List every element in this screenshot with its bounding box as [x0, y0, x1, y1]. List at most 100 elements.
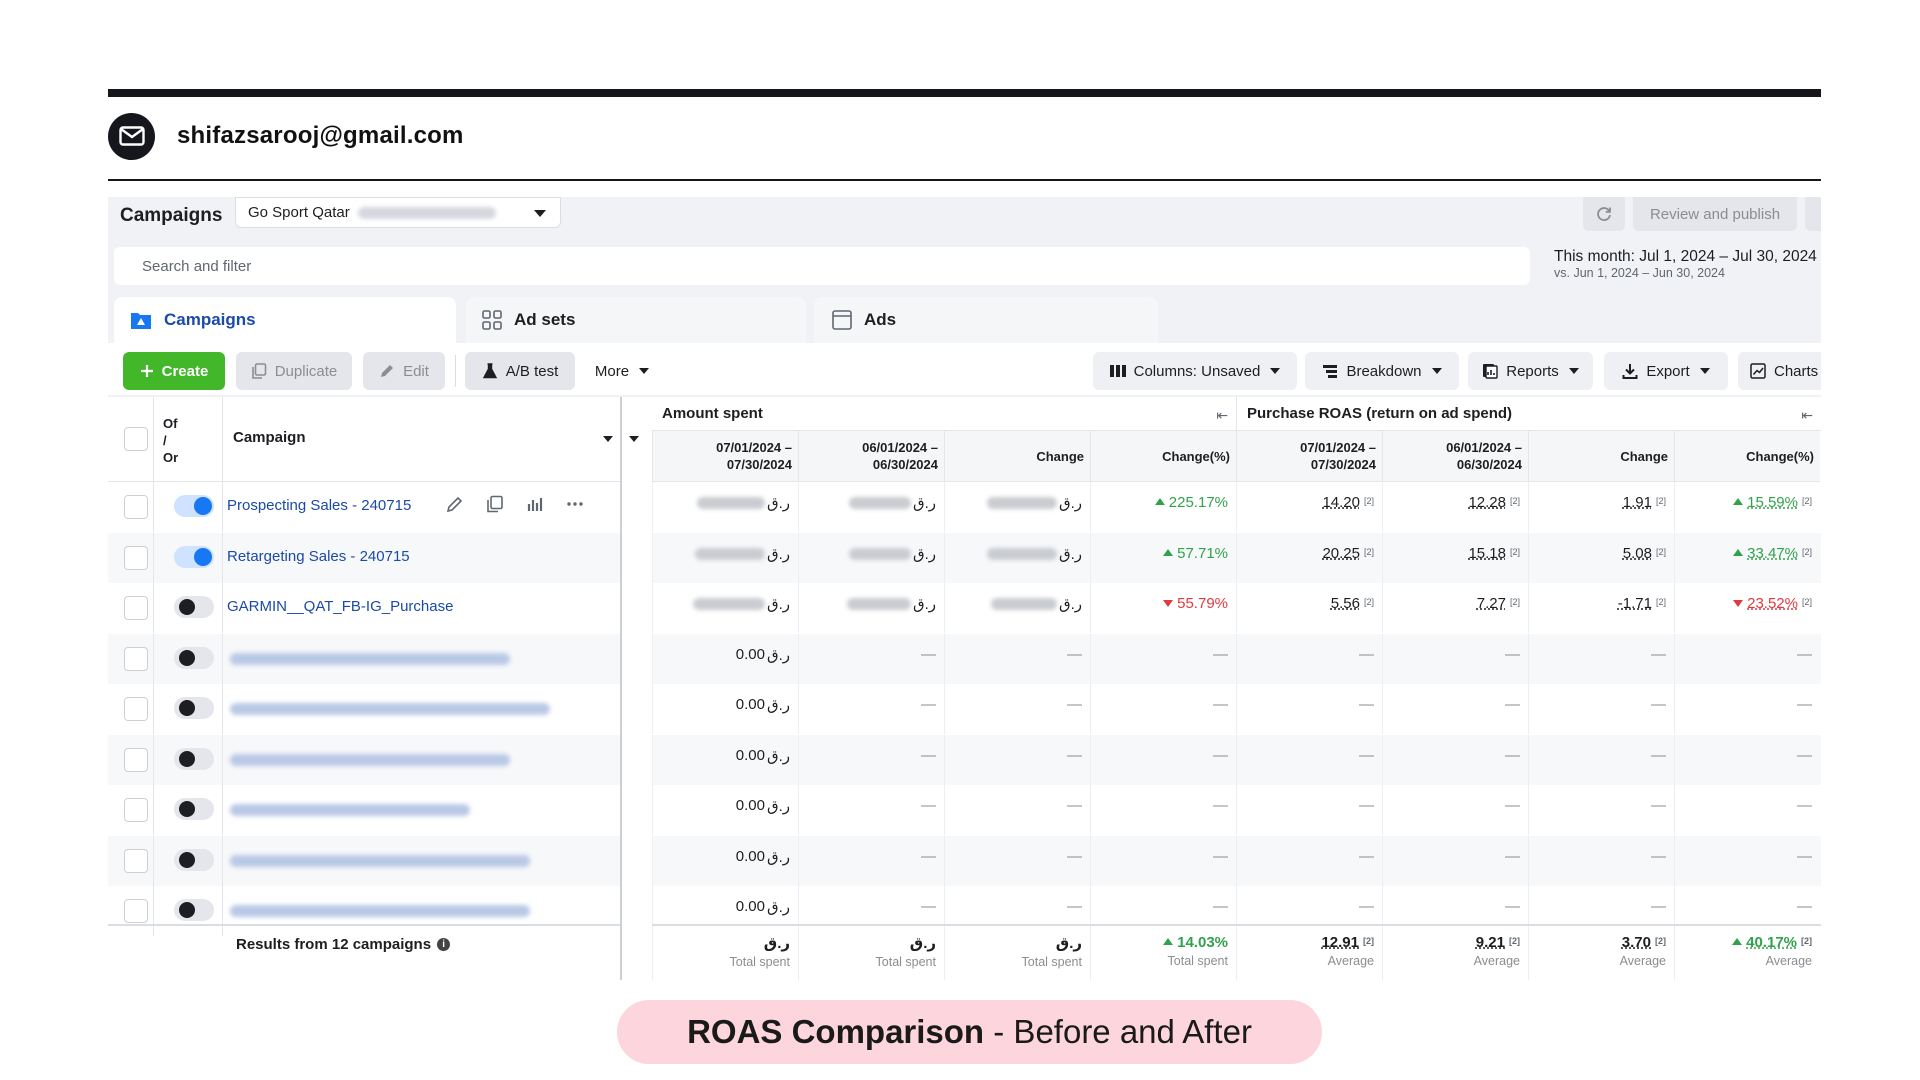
campaign-name-link[interactable]: GARMIN__QAT_FB-IG_Purchase: [227, 598, 454, 615]
chevron-down-icon: [1431, 368, 1442, 374]
campaign-toggle[interactable]: [174, 646, 214, 669]
table-row: 0.00 ر.ق — — — — — — —: [652, 734, 1821, 785]
campaign-name-redacted[interactable]: [230, 753, 510, 766]
pencil-icon[interactable]: [446, 495, 464, 513]
sub-header-period2[interactable]: 06/01/2024 – 06/30/2024: [1382, 431, 1528, 482]
export-dropdown[interactable]: Export: [1604, 352, 1728, 390]
sub-header-period2[interactable]: 06/01/2024 – 06/30/2024: [798, 431, 944, 482]
duplicate-icon[interactable]: [486, 495, 504, 513]
roas-value[interactable]: 33.47%: [1747, 544, 1798, 562]
chevron-down-icon[interactable]: [629, 436, 639, 442]
footer-roas-value[interactable]: 9.21: [1475, 934, 1505, 951]
edit-button[interactable]: Edit: [363, 352, 445, 390]
toolbar: Create Duplicate Edit A/B test More Colu…: [108, 343, 1821, 395]
footer-roas-value[interactable]: 12.91: [1321, 934, 1359, 951]
row-separator: [153, 532, 154, 583]
redacted-value: [992, 934, 1056, 952]
columns-dropdown[interactable]: Columns: Unsaved: [1093, 352, 1297, 390]
sub-header-line: 06/30/2024: [1456, 457, 1522, 472]
account-selector[interactable]: Go Sport Qatar: [235, 197, 561, 228]
redacted-value: [990, 598, 1057, 610]
campaign-name-redacted[interactable]: [230, 703, 550, 715]
roas-value[interactable]: 14.20: [1322, 494, 1360, 511]
campaign-name-redacted[interactable]: [230, 652, 510, 665]
campaign-toggle[interactable]: [174, 495, 214, 517]
roas-value[interactable]: 23.52%: [1747, 595, 1798, 612]
column-header-campaign[interactable]: Campaign: [233, 429, 306, 446]
info-icon[interactable]: i: [437, 938, 451, 951]
campaign-name-redacted[interactable]: [230, 854, 530, 867]
row-checkbox[interactable]: [124, 697, 148, 721]
refresh-button[interactable]: [1583, 197, 1625, 231]
sub-header-change[interactable]: Change: [1528, 431, 1674, 482]
footer-label: Average: [1765, 954, 1812, 968]
campaign-name-link[interactable]: Prospecting Sales - 240715: [227, 497, 412, 514]
more-options-icon[interactable]: [566, 495, 584, 513]
charts-button[interactable]: Charts: [1738, 352, 1821, 390]
row-checkbox[interactable]: [124, 747, 148, 772]
tab-campaigns[interactable]: Campaigns: [114, 297, 456, 343]
more-dropdown[interactable]: More: [588, 352, 656, 390]
campaign-name-redacted[interactable]: [230, 905, 530, 917]
footer-roas-value[interactable]: 3.70: [1621, 934, 1651, 951]
roas-value[interactable]: 5.56: [1330, 595, 1360, 612]
row-checkbox[interactable]: [124, 596, 148, 620]
roas-value[interactable]: 7.27: [1476, 595, 1506, 612]
roas-value[interactable]: 15.59%: [1747, 494, 1798, 511]
roas-value[interactable]: 1.91: [1622, 494, 1652, 511]
review-publish-button[interactable]: Review and publish: [1633, 197, 1797, 231]
pin-column-icon[interactable]: ⇤: [1801, 407, 1813, 423]
pin-column-icon[interactable]: ⇤: [1216, 407, 1228, 423]
metric-cell: —: [1528, 734, 1674, 785]
row-checkbox[interactable]: [124, 848, 148, 873]
campaign-toggle[interactable]: [174, 596, 214, 618]
sub-header-label: Change(%): [1746, 448, 1814, 465]
row-checkbox[interactable]: [124, 495, 148, 519]
campaign-toggle[interactable]: [174, 899, 214, 921]
decrease-arrow-icon: [1163, 600, 1174, 607]
metric-cell: 0.00 ر.ق: [652, 886, 798, 936]
sub-header-change[interactable]: Change: [944, 431, 1090, 482]
campaign-toggle[interactable]: [174, 848, 214, 871]
ab-test-button[interactable]: A/B test: [465, 352, 575, 390]
footer-roas-value[interactable]: 40.17%: [1746, 934, 1797, 951]
sub-header-change-pct[interactable]: Change(%): [1674, 431, 1820, 482]
metric-cell: 33.47% [2]: [1674, 532, 1820, 583]
breakdown-dropdown[interactable]: Breakdown: [1305, 352, 1459, 390]
roas-value[interactable]: 15.18: [1468, 544, 1506, 562]
select-all-checkbox[interactable]: [124, 427, 148, 451]
create-button[interactable]: Create: [123, 352, 225, 390]
roas-value[interactable]: -1.71: [1617, 595, 1652, 612]
metric-cell: 0.00 ر.ق: [652, 734, 798, 785]
row-checkbox[interactable]: [124, 798, 148, 822]
campaign-name-link[interactable]: Retargeting Sales - 240715: [227, 547, 410, 565]
campaign-toggle[interactable]: [174, 697, 214, 719]
search-input[interactable]: Search and filter: [114, 247, 1530, 285]
email-header: shifazsarooj@gmail.com: [108, 112, 464, 160]
sub-header-period1[interactable]: 07/01/2024 – 07/30/2024: [652, 431, 798, 482]
row-checkbox[interactable]: [124, 899, 148, 923]
date-range-picker[interactable]: This month: Jul 1, 2024 – Jul 30, 2024 v…: [1539, 247, 1821, 287]
campaign-toggle[interactable]: [174, 798, 214, 820]
row-checkbox[interactable]: [124, 545, 148, 570]
duplicate-button[interactable]: Duplicate: [236, 352, 352, 390]
tab-ads[interactable]: Ads: [814, 297, 1158, 343]
campaign-name-redacted[interactable]: [230, 804, 470, 816]
sub-header-change-pct[interactable]: Change(%): [1090, 431, 1236, 482]
campaign-toggle[interactable]: [174, 545, 214, 568]
campaign-toggle[interactable]: [174, 747, 214, 770]
overflow-button[interactable]: [1805, 197, 1821, 231]
roas-value[interactable]: 5.08: [1622, 544, 1652, 562]
row-checkbox[interactable]: [124, 646, 148, 671]
decrease-arrow-icon: [1733, 600, 1744, 607]
tab-adsets[interactable]: Ad sets: [466, 297, 806, 343]
roas-value[interactable]: 20.25: [1322, 544, 1360, 562]
reports-dropdown[interactable]: Reports: [1468, 352, 1593, 390]
footnote-marker: [2]: [1363, 597, 1374, 607]
bar-chart-icon[interactable]: [526, 495, 544, 513]
metric-cell: —: [1090, 785, 1236, 835]
sub-header-period1[interactable]: 07/01/2024 – 07/30/2024: [1236, 431, 1382, 482]
chevron-down-icon[interactable]: [603, 436, 613, 442]
column-header-onoff-line: /: [163, 433, 167, 448]
roas-value[interactable]: 12.28: [1468, 494, 1506, 511]
